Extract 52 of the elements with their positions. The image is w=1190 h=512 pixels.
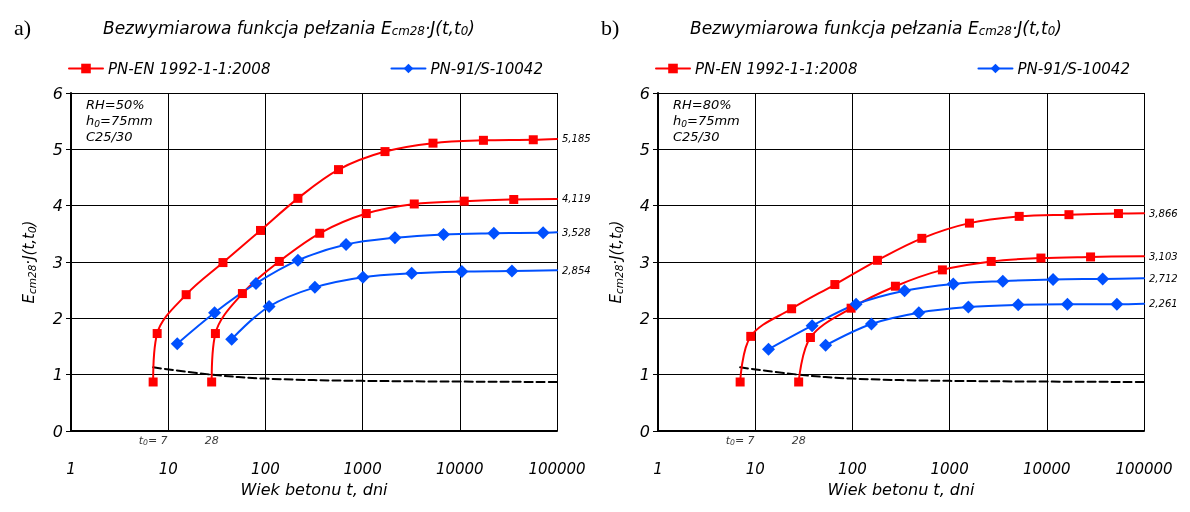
text: 4,119 bbox=[562, 193, 591, 205]
x-tick-label: 10 bbox=[745, 459, 765, 478]
y-tick-label: 5 bbox=[52, 139, 63, 159]
x-tick-label: 10000 bbox=[1022, 459, 1071, 478]
y-tick-label: 0 bbox=[639, 421, 650, 441]
text: a) bbox=[14, 14, 32, 40]
text: 5,185 bbox=[562, 133, 591, 145]
text: b) bbox=[601, 14, 620, 40]
y-tick-label: 6 bbox=[52, 83, 63, 103]
x-tick-label: 1000 bbox=[930, 459, 969, 478]
legend-label: PN-91/S-10042 bbox=[430, 59, 543, 78]
x-tick-label: 100 bbox=[838, 459, 867, 478]
x-axis-title: Wiek betonu t, dni bbox=[827, 479, 976, 499]
chart-title: Bezwymiarowa funkcja pełzania Ecm28·J(t,t0) bbox=[690, 17, 1062, 38]
x-tick-label: 10000 bbox=[435, 459, 484, 478]
x-tick-label: 100000 bbox=[528, 459, 586, 478]
legend-label: PN-91/S-10042 bbox=[1017, 59, 1130, 78]
x-tick-label: 100 bbox=[251, 459, 280, 478]
annotation: C25/30 bbox=[673, 128, 720, 144]
x-tick-label: 1000 bbox=[343, 459, 382, 478]
text: 3,866 bbox=[1149, 207, 1178, 219]
chart-title: Bezwymiarowa funkcja pełzania Ecm28·J(t,t0) bbox=[103, 17, 475, 38]
y-tick-label: 6 bbox=[639, 83, 650, 103]
text: 2,712 bbox=[1149, 272, 1178, 284]
text: 2,261 bbox=[1149, 298, 1178, 310]
y-tick-label: 1 bbox=[52, 365, 63, 385]
annotation: C25/30 bbox=[86, 128, 133, 144]
text: 28 bbox=[791, 434, 806, 447]
x-tick-label: 10 bbox=[158, 459, 178, 478]
x-tick-label: 100000 bbox=[1115, 459, 1173, 478]
x-tick-label: 1 bbox=[66, 459, 76, 478]
legend-label: PN-EN 1992-1-1:2008 bbox=[695, 59, 858, 78]
text: 2,854 bbox=[562, 264, 591, 276]
x-axis-title: Wiek betonu t, dni bbox=[240, 479, 389, 499]
text: 3,103 bbox=[1149, 250, 1178, 262]
annotation: RH=80% bbox=[673, 96, 732, 112]
y-tick-label: 3 bbox=[639, 252, 650, 272]
y-tick-label: 3 bbox=[52, 252, 63, 272]
y-axis-title: Ecm28·J(t,t0) bbox=[606, 220, 625, 304]
y-tick-label: 5 bbox=[639, 139, 650, 159]
legend-label: PN-EN 1992-1-1:2008 bbox=[108, 59, 271, 78]
y-tick-label: 0 bbox=[52, 421, 63, 441]
y-tick-label: 2 bbox=[639, 308, 650, 328]
x-tick-label: 1 bbox=[653, 459, 663, 478]
y-tick-label: 4 bbox=[639, 196, 650, 216]
text: 28 bbox=[204, 434, 219, 447]
y-axis-title: Ecm28·J(t,t0) bbox=[19, 220, 38, 304]
y-tick-label: 4 bbox=[52, 196, 63, 216]
text: 3,528 bbox=[562, 226, 591, 238]
annotation: RH=50% bbox=[86, 96, 145, 112]
y-tick-label: 2 bbox=[52, 308, 63, 328]
y-tick-label: 1 bbox=[639, 365, 650, 385]
